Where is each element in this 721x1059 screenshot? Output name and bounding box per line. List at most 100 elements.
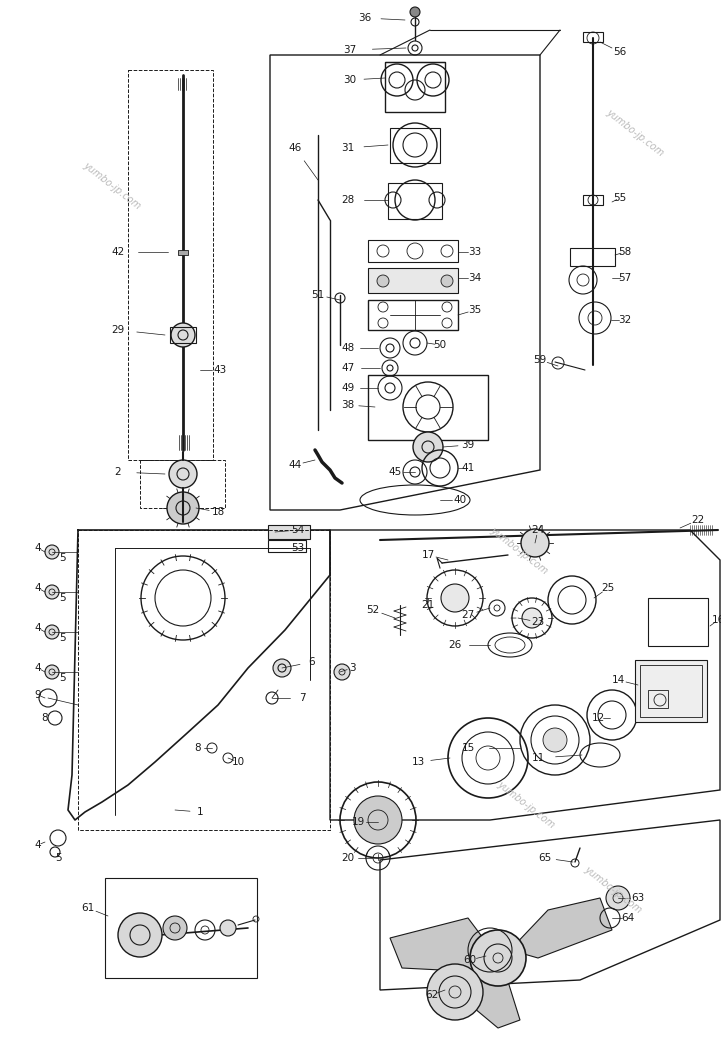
- Text: 65: 65: [539, 852, 552, 863]
- Polygon shape: [390, 918, 498, 972]
- Bar: [368, 300, 458, 330]
- Text: 60: 60: [464, 955, 477, 965]
- Text: 55: 55: [614, 193, 627, 203]
- Bar: [368, 375, 488, 439]
- Bar: [178, 250, 188, 255]
- Text: 52: 52: [366, 605, 380, 615]
- Text: 5: 5: [58, 674, 66, 683]
- Circle shape: [522, 608, 542, 628]
- Bar: [268, 540, 306, 552]
- Circle shape: [45, 545, 59, 559]
- Circle shape: [169, 460, 197, 488]
- Polygon shape: [510, 898, 612, 958]
- Bar: [78, 530, 330, 830]
- Text: 14: 14: [611, 675, 624, 685]
- Bar: [170, 327, 196, 343]
- Circle shape: [45, 625, 59, 639]
- Text: 27: 27: [461, 610, 474, 620]
- Text: 5: 5: [55, 852, 61, 863]
- Circle shape: [427, 964, 483, 1020]
- Circle shape: [410, 7, 420, 17]
- Bar: [140, 460, 225, 508]
- Text: 57: 57: [619, 273, 632, 283]
- Text: 44: 44: [288, 460, 301, 470]
- Text: yumbo-jp.com: yumbo-jp.com: [488, 525, 550, 576]
- Text: yumbo-jp.com: yumbo-jp.com: [81, 160, 143, 211]
- Text: 4: 4: [35, 623, 41, 633]
- Text: 34: 34: [469, 273, 482, 283]
- Text: 2: 2: [115, 467, 121, 477]
- Text: 61: 61: [81, 903, 94, 913]
- Bar: [388, 183, 442, 219]
- Text: 24: 24: [531, 525, 544, 535]
- Bar: [648, 690, 668, 708]
- Text: 38: 38: [341, 400, 355, 410]
- Text: 31: 31: [341, 143, 355, 152]
- Circle shape: [441, 584, 469, 612]
- Text: 22: 22: [691, 515, 704, 525]
- Text: 56: 56: [614, 47, 627, 57]
- Text: yumbo-jp.com: yumbo-jp.com: [603, 107, 665, 158]
- Bar: [390, 128, 440, 163]
- Circle shape: [220, 920, 236, 936]
- Text: 1: 1: [197, 807, 203, 816]
- Bar: [368, 268, 458, 293]
- Bar: [640, 665, 702, 717]
- Text: 53: 53: [291, 543, 305, 553]
- Text: 21: 21: [421, 600, 435, 610]
- Text: 26: 26: [448, 640, 461, 650]
- Text: 30: 30: [343, 75, 357, 85]
- Text: 15: 15: [461, 743, 474, 753]
- Text: yumbo-jp.com: yumbo-jp.com: [495, 779, 557, 830]
- Text: 25: 25: [601, 584, 614, 593]
- Text: 46: 46: [288, 143, 301, 152]
- Circle shape: [167, 492, 199, 524]
- Circle shape: [273, 659, 291, 677]
- Text: 11: 11: [531, 753, 544, 762]
- Text: 8: 8: [42, 713, 48, 723]
- Text: 6: 6: [309, 657, 315, 667]
- Bar: [268, 525, 310, 539]
- Circle shape: [441, 275, 453, 287]
- Bar: [583, 195, 603, 205]
- Text: 4: 4: [35, 663, 41, 674]
- Text: 62: 62: [425, 990, 438, 1000]
- Circle shape: [521, 530, 549, 557]
- Text: 36: 36: [358, 13, 371, 23]
- Text: 17: 17: [421, 550, 435, 560]
- Circle shape: [543, 728, 567, 752]
- Text: 3: 3: [349, 663, 355, 674]
- Text: 12: 12: [591, 713, 605, 723]
- Text: 8: 8: [195, 743, 201, 753]
- Text: yumbo-jp.com: yumbo-jp.com: [582, 864, 644, 915]
- Text: 41: 41: [461, 463, 474, 473]
- Bar: [385, 62, 445, 112]
- Text: 23: 23: [531, 617, 544, 627]
- Bar: [583, 32, 603, 42]
- Text: 32: 32: [619, 315, 632, 325]
- Text: 50: 50: [433, 340, 446, 351]
- Circle shape: [163, 916, 187, 940]
- Text: 20: 20: [342, 852, 355, 863]
- Text: 13: 13: [412, 757, 425, 767]
- Text: 42: 42: [111, 247, 125, 257]
- Circle shape: [118, 913, 162, 957]
- Circle shape: [606, 886, 630, 910]
- Circle shape: [171, 323, 195, 347]
- Circle shape: [377, 275, 389, 287]
- Text: 10: 10: [231, 757, 244, 767]
- Text: 4: 4: [35, 543, 41, 553]
- Bar: [105, 878, 257, 979]
- Bar: [368, 240, 458, 262]
- Text: 37: 37: [343, 44, 357, 55]
- Bar: [128, 70, 213, 460]
- Text: 19: 19: [351, 816, 365, 827]
- Bar: [570, 248, 615, 266]
- Text: 45: 45: [389, 467, 402, 477]
- Text: 58: 58: [619, 247, 632, 257]
- Text: 35: 35: [469, 305, 482, 315]
- Text: 5: 5: [58, 593, 66, 603]
- Text: 33: 33: [469, 247, 482, 257]
- Text: 49: 49: [341, 383, 355, 393]
- Bar: [648, 598, 708, 646]
